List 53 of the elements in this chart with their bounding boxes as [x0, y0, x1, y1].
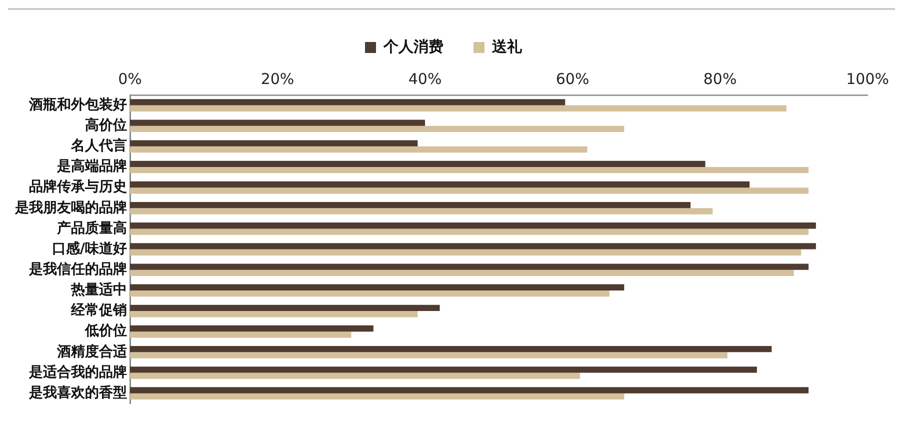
- bar: [130, 243, 816, 250]
- y-tick-label: 是我朋友喝的品牌: [14, 200, 127, 216]
- y-tick-label: 经常促销: [70, 302, 127, 319]
- bar: [130, 264, 809, 270]
- bar: [130, 167, 809, 174]
- legend-label: 送礼: [491, 37, 523, 56]
- x-tick-label: 40%: [408, 70, 442, 88]
- bar: [130, 284, 624, 290]
- bar: [130, 120, 426, 126]
- bar: [130, 304, 440, 312]
- bar: [130, 105, 786, 112]
- x-tick-label: 60%: [556, 70, 590, 88]
- bar: [130, 99, 566, 106]
- bar: [130, 372, 580, 379]
- bar: [130, 222, 816, 229]
- bar: [130, 366, 757, 373]
- bar: [130, 325, 374, 332]
- bar: [130, 270, 794, 276]
- bar: [130, 140, 418, 146]
- y-tick-label: 热量适中: [70, 281, 127, 298]
- bar: [130, 188, 809, 194]
- bar: [130, 387, 809, 394]
- y-tick-label: 是高端品牌: [56, 158, 127, 175]
- y-tick-label: 名人代言: [70, 137, 127, 154]
- y-tick-label: 品牌传承与历史: [29, 179, 127, 196]
- y-tick-label: 高价位: [85, 116, 127, 134]
- bar: [130, 346, 772, 352]
- y-tick-label: 是我信任的品牌: [28, 262, 127, 278]
- x-tick-label: 0%: [118, 70, 142, 88]
- bar: [130, 393, 624, 400]
- bar: [130, 249, 802, 256]
- bar: [130, 290, 610, 297]
- x-tick-label: 80%: [703, 70, 737, 88]
- y-tick-label: 口感/味道好: [52, 240, 127, 257]
- y-tick-label: 产品质量高: [56, 219, 127, 236]
- legend-label: 个人消费: [382, 37, 444, 56]
- bar: [130, 352, 728, 358]
- bar: [130, 202, 691, 208]
- bar: [130, 311, 418, 318]
- bar: [130, 160, 706, 168]
- bar: [130, 126, 624, 132]
- y-tick-label: 是适合我的品牌: [28, 363, 127, 380]
- bar: [130, 146, 588, 153]
- bar: [130, 228, 809, 235]
- y-tick-label: 低价位: [84, 323, 127, 340]
- x-tick-label: 20%: [260, 70, 294, 88]
- bar: [130, 181, 750, 188]
- y-tick-label: 是我喜欢的香型: [28, 384, 127, 401]
- y-tick-label: 酒精度合适: [56, 342, 128, 360]
- x-tick-label: 100%: [846, 70, 890, 88]
- bar: [130, 332, 352, 338]
- bar: [130, 208, 713, 214]
- y-tick-label: 酒瓶和外包装好: [28, 96, 127, 113]
